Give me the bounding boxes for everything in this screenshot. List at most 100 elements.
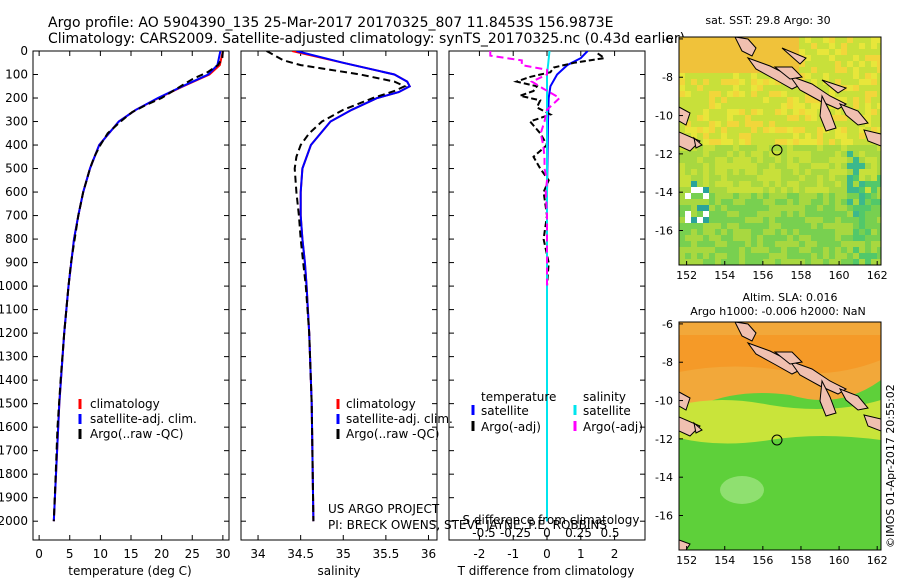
sst-cell: [703, 43, 709, 49]
sst-cell: [799, 103, 805, 109]
sst-cell: [823, 211, 829, 217]
sst-cell: [847, 217, 853, 223]
sst-cell: [847, 133, 853, 139]
sst-cell: [829, 91, 835, 97]
sst-cell: [865, 235, 871, 241]
sst-cell: [829, 223, 835, 229]
sst-cell: [823, 181, 829, 187]
sst-cell: [787, 133, 793, 139]
depth-tick-label: 2000: [0, 514, 28, 528]
sst-cell: [853, 49, 859, 55]
sst-cell: [865, 139, 871, 145]
sst-cell: [775, 205, 781, 211]
sst-cell: [763, 55, 769, 61]
sst-cell: [841, 223, 847, 229]
sst-cell: [733, 79, 739, 85]
x-tick-label: 25: [185, 547, 200, 561]
sst-cell: [871, 145, 877, 151]
x-tick-label: 0: [543, 547, 551, 561]
sst-cell: [811, 253, 817, 259]
sst-cell: [697, 187, 703, 193]
sst-cell: [799, 211, 805, 217]
sst-cell: [841, 115, 847, 121]
sst-cell: [793, 85, 799, 91]
sst-cell: [775, 151, 781, 157]
sst-cell: [733, 235, 739, 241]
sst-cell: [829, 133, 835, 139]
sst-cell: [865, 181, 871, 187]
sst-cell: [775, 259, 781, 265]
sst-cell: [835, 247, 841, 253]
sst-cell: [721, 157, 727, 163]
sst-cell: [835, 79, 841, 85]
sst-cell: [811, 43, 817, 49]
sst-cell: [679, 253, 685, 259]
sst-cell: [769, 217, 775, 223]
sst-cell: [877, 127, 881, 133]
sst-cell: [829, 169, 835, 175]
sst-cell: [835, 163, 841, 169]
sst-cell: [691, 109, 697, 115]
sst-cell: [823, 85, 829, 91]
sst-cell: [727, 67, 733, 73]
sst-cell: [769, 61, 775, 67]
sst-cell: [787, 211, 793, 217]
sst-cell: [709, 43, 715, 49]
sst-cell: [811, 139, 817, 145]
sst-cell: [865, 37, 871, 43]
sst-cell: [871, 37, 877, 43]
sst-cell: [793, 211, 799, 217]
sst-cell: [757, 127, 763, 133]
sst-cell: [733, 121, 739, 127]
sst-cell: [709, 187, 715, 193]
sst-cell: [805, 247, 811, 253]
sst-cell: [835, 187, 841, 193]
map-x-tick-label: 158: [790, 554, 811, 567]
sst-cell: [703, 133, 709, 139]
sst-cell: [787, 121, 793, 127]
sst-cell: [823, 169, 829, 175]
sst-cell: [715, 67, 721, 73]
sst-cell: [685, 43, 691, 49]
sst-cell: [715, 37, 721, 43]
sst-cell: [835, 145, 841, 151]
sst-cell: [733, 133, 739, 139]
sst-cell: [757, 157, 763, 163]
sst-cell: [811, 145, 817, 151]
sst-cell: [679, 37, 685, 43]
sst-cell: [703, 247, 709, 253]
sst-cell: [829, 49, 835, 55]
sst-map-axes: 152 154 156 158 160 162 -6 -8 -10 -12 -14 -16: [655, 33, 888, 282]
sst-cell: [871, 169, 877, 175]
sst-cell: [745, 253, 751, 259]
sst-cell: [793, 49, 799, 55]
sst-cell: [871, 229, 877, 235]
sst-cell: [823, 253, 829, 259]
sst-cell: [775, 79, 781, 85]
sst-map-title: sat. SST: 29.8 Argo: 30: [705, 14, 830, 27]
sst-cell: [859, 187, 865, 193]
sst-cell: [781, 121, 787, 127]
sst-cell: [763, 61, 769, 67]
sst-cell: [823, 151, 829, 157]
sst-cell: [733, 181, 739, 187]
sst-cell: [781, 175, 787, 181]
sst-cell: [847, 235, 853, 241]
sst-cell: [691, 121, 697, 127]
sst-cell: [709, 259, 715, 265]
sst-cell: [685, 229, 691, 235]
sst-cell: [871, 67, 877, 73]
series-line-temperature-satellite: [546, 51, 589, 522]
sst-cell: [769, 91, 775, 97]
sst-cell: [739, 145, 745, 151]
sst-cell: [877, 37, 881, 43]
sst-cell: [877, 145, 881, 151]
sst-cell: [745, 73, 751, 79]
sst-cell: [865, 253, 871, 259]
sst-cell: [733, 247, 739, 253]
sst-cell: [787, 169, 793, 175]
sst-cell: [859, 85, 865, 91]
sst-cell: [685, 259, 691, 265]
sst-cell: [721, 109, 727, 115]
sst-cell: [691, 43, 697, 49]
